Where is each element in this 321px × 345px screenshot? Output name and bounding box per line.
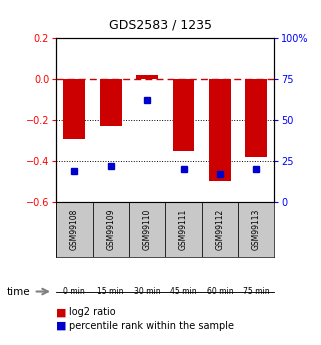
Text: ■: ■ (56, 307, 67, 317)
Text: GSM99112: GSM99112 (215, 209, 224, 250)
Text: GSM99113: GSM99113 (252, 209, 261, 250)
Bar (129, 202, 165, 257)
Text: GSM99110: GSM99110 (143, 209, 152, 250)
Bar (92, 202, 129, 257)
Text: GSM99109: GSM99109 (106, 209, 115, 250)
Bar (238, 202, 274, 257)
Bar (136, 75, 158, 79)
Bar (64, 79, 85, 139)
Bar (100, 79, 122, 126)
Bar (173, 79, 195, 151)
Text: 60 min: 60 min (207, 287, 233, 296)
Bar (202, 202, 238, 257)
Bar (209, 79, 231, 181)
Bar (165, 202, 202, 257)
Text: 75 min: 75 min (243, 287, 270, 296)
Text: 30 min: 30 min (134, 287, 160, 296)
Text: 15 min: 15 min (98, 287, 124, 296)
Text: percentile rank within the sample: percentile rank within the sample (69, 321, 234, 331)
Bar (245, 79, 267, 157)
Text: GSM99111: GSM99111 (179, 209, 188, 250)
Text: time: time (6, 287, 30, 296)
Text: GSM99108: GSM99108 (70, 209, 79, 250)
Text: 0 min: 0 min (64, 287, 85, 296)
Bar (56, 202, 92, 257)
Text: 45 min: 45 min (170, 287, 197, 296)
Text: ■: ■ (56, 321, 67, 331)
Text: log2 ratio: log2 ratio (69, 307, 116, 317)
Text: GDS2583 / 1235: GDS2583 / 1235 (109, 19, 212, 32)
